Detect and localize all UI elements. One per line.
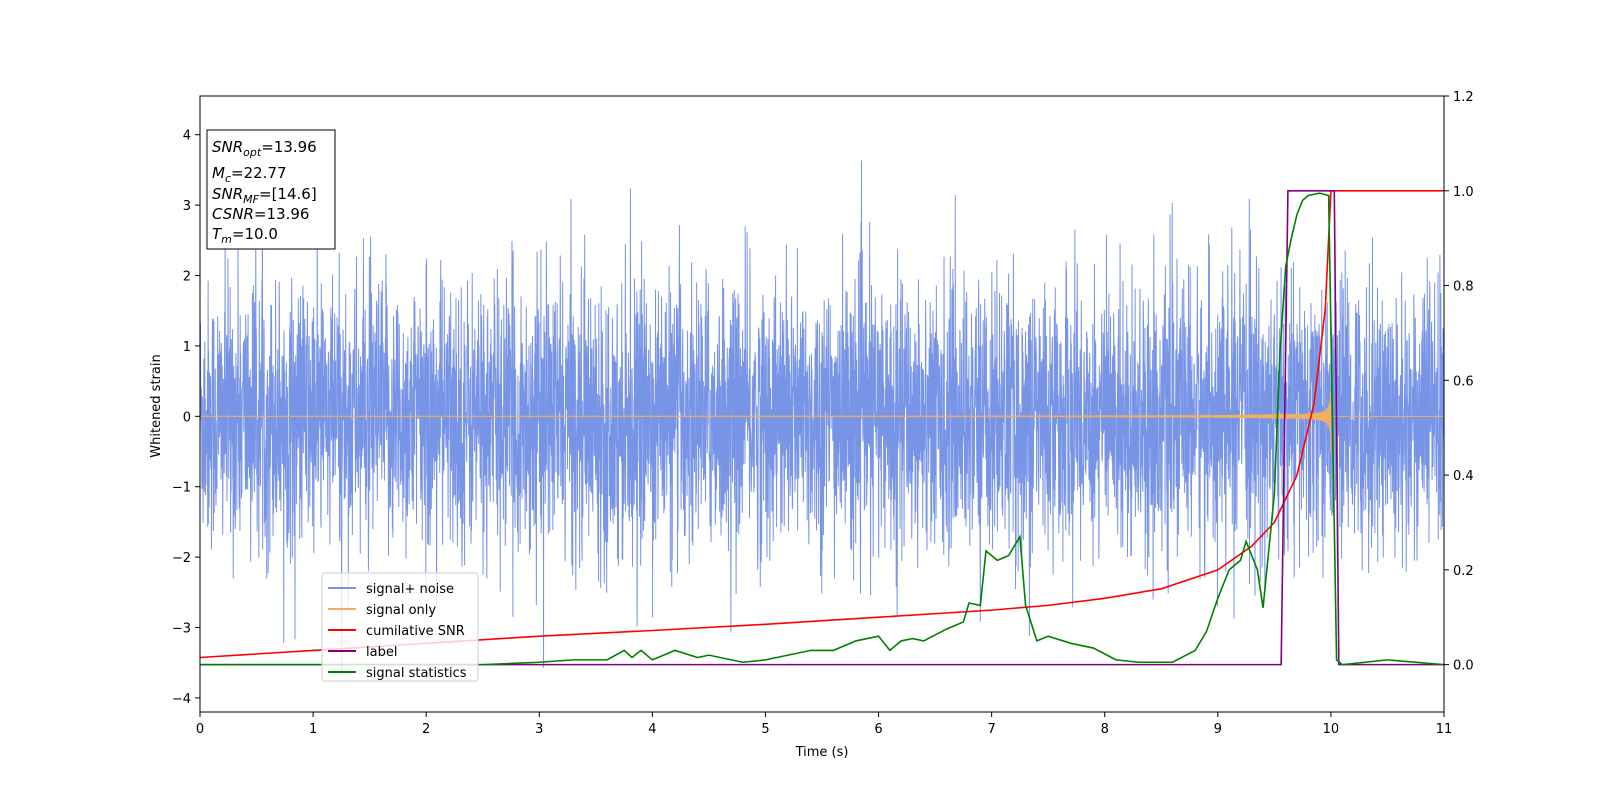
legend: signal+ noise signal only cumilative SNR la… xyxy=(321,572,479,682)
legend-item: cumilative SNR xyxy=(328,624,465,639)
x-tick-label: 4 xyxy=(648,722,656,737)
series-label-line xyxy=(200,189,1444,666)
legend-item: signal statistics xyxy=(328,666,467,681)
series-signal-statistics-line xyxy=(200,192,1445,666)
series-signal-noise-line xyxy=(199,160,1445,675)
x-tick-label: 2 xyxy=(422,722,430,737)
legend-item: signal+ noise xyxy=(328,582,454,597)
series-signal-only-line xyxy=(199,391,1444,454)
y-tick-label: −1 xyxy=(172,481,191,496)
x-tick-label: 3 xyxy=(535,722,543,737)
y2-tick-label: 0.4 xyxy=(1453,469,1474,484)
annotation-line: SNRMF=[14.6] xyxy=(212,185,317,206)
y2-tick-label: 0.8 xyxy=(1453,280,1474,295)
y-tick-label: 4 xyxy=(183,129,191,144)
y-tick-label: 0 xyxy=(183,410,191,425)
annotation-line: CSNR=13.96 xyxy=(212,205,309,223)
annotation-line: Mc=22.77 xyxy=(212,164,287,185)
annotation-line: Tm=10.0 xyxy=(212,225,278,246)
x-axis-label: Time (s) xyxy=(795,745,849,760)
legend-label: cumilative SNR xyxy=(366,624,465,639)
y2-tick-label: 1.0 xyxy=(1453,185,1474,200)
legend-label: signal+ noise xyxy=(366,582,454,597)
y2-tick-label: 0.2 xyxy=(1453,564,1474,579)
x-tick-label: 1 xyxy=(309,722,317,737)
legend-item: signal only xyxy=(328,603,436,618)
y2-tick-label: 1.2 xyxy=(1453,90,1474,105)
x-tick-label: 6 xyxy=(874,722,882,737)
plot-area xyxy=(199,160,1445,675)
x-tick-label: 11 xyxy=(1436,722,1453,737)
y-tick-label: 3 xyxy=(183,199,191,214)
y-tick-label: −4 xyxy=(172,692,191,707)
y-tick-label: −2 xyxy=(172,551,191,566)
plot-frame xyxy=(199,95,1445,713)
y-tick-label: −3 xyxy=(172,622,191,637)
x-tick-label: 8 xyxy=(1101,722,1109,737)
x-tick-label: 10 xyxy=(1323,722,1340,737)
legend-item: label xyxy=(328,645,397,660)
legend-label: signal statistics xyxy=(366,666,467,681)
y2-tick-label: 0.0 xyxy=(1453,659,1474,674)
y2-tick-label: 0.6 xyxy=(1453,374,1474,389)
series-cumulative-snr-line xyxy=(199,189,1444,659)
y-tick-label: 2 xyxy=(183,270,191,285)
x-tick-label: 5 xyxy=(761,722,769,737)
y-tick-label: 1 xyxy=(183,340,191,355)
x-tick-label: 0 xyxy=(196,722,204,737)
y-axis-label: Whitened strain xyxy=(149,354,164,457)
annotation-line: SNRopt=13.96 xyxy=(212,138,317,159)
axes: 0 1 2 3 4 5 6 7 8 9 10 11 −4 −3 −2 −1 0 1 2 3 4 0.0 0.2 0.4 0.6 0… xyxy=(172,90,1474,737)
legend-label: signal only xyxy=(366,603,436,618)
legend-label: label xyxy=(366,645,397,660)
x-tick-label: 9 xyxy=(1214,722,1222,737)
annotation-box: SNRopt=13.96 Mc=22.77SNRMF=[14.6]CSNR=13.… xyxy=(206,129,336,250)
x-tick-label: 7 xyxy=(987,722,995,737)
